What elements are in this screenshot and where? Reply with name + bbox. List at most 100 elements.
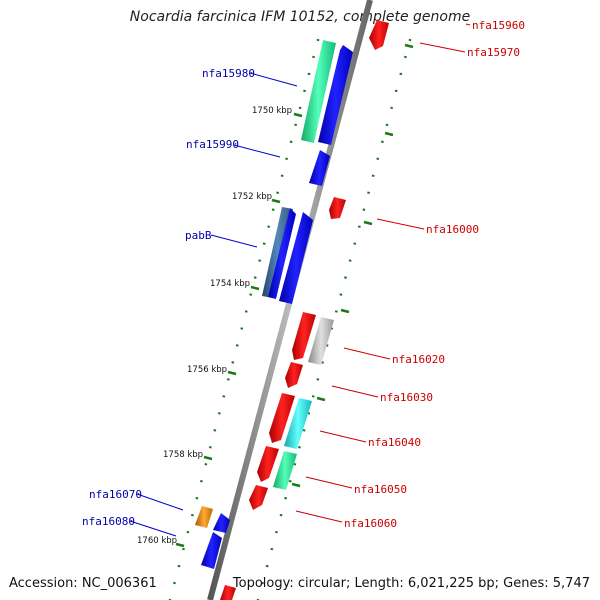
minor-tick [294, 123, 298, 127]
kbp-tick-label: 1750 kbp [252, 106, 292, 116]
minor-tick [190, 513, 194, 517]
kbp-tick [293, 112, 303, 118]
minor-tick [357, 225, 361, 228]
kbp-tick [271, 198, 281, 204]
minor-tick [348, 259, 352, 262]
minor-tick [231, 361, 235, 364]
minor-tick [186, 530, 190, 534]
minor-tick [334, 310, 338, 313]
minor-tick [267, 225, 271, 228]
gene-label-nfa16080[interactable]: nfa16080 [82, 515, 135, 528]
map-title: Nocardia farcinica IFM 10152, complete g… [129, 9, 471, 25]
minor-tick [274, 530, 278, 534]
minor-tick [362, 208, 366, 211]
gene-pabB[interactable] [268, 208, 296, 299]
minor-tick [344, 276, 347, 279]
reverse-gene-labels: nfa15960 nfa15970 nfa16000 nfa16020 nfa1… [344, 19, 525, 530]
minor-tick [280, 174, 284, 178]
kbp-tick [227, 370, 237, 376]
gene-label-nfa16020[interactable]: nfa16020 [392, 353, 445, 366]
genome-summary-text: Topology: circular; Length: 6,021,225 bp… [232, 576, 590, 591]
minor-tick [390, 106, 394, 110]
minor-tick [380, 140, 384, 144]
gene-partial-bottom[interactable] [220, 585, 236, 600]
kbp-tick-label: 1752 kbp [232, 192, 272, 202]
gene-label-nfa15970[interactable]: nfa15970 [467, 46, 520, 59]
outer-major-ticks [291, 43, 414, 488]
gene-nfa16020-a[interactable] [292, 312, 316, 360]
minor-tick [235, 344, 239, 347]
minor-tick [298, 106, 302, 110]
gene-nfa15980[interactable] [318, 45, 353, 145]
kbp-tick [250, 285, 260, 291]
minor-tick [222, 395, 226, 398]
gene-label-nfa16040[interactable]: nfa16040 [368, 436, 421, 449]
minor-tick [312, 55, 315, 59]
gene-nfa16050[interactable] [273, 451, 297, 490]
tick-track-forward [168, 38, 320, 600]
gene-label-nfa15960[interactable]: nfa15960 [472, 19, 525, 32]
gene-nfa16060[interactable] [249, 485, 268, 510]
minor-tick [298, 446, 301, 449]
kbp-tick [175, 542, 185, 548]
gene-nfa15960[interactable] [369, 20, 389, 50]
minor-tick [199, 479, 203, 483]
gene-nfa16070-orange[interactable] [195, 506, 213, 528]
minor-tick [173, 581, 176, 585]
kbp-tick-label: 1756 kbp [187, 365, 227, 375]
gene-label-nfa15980[interactable]: nfa15980 [202, 67, 255, 80]
minor-tick [226, 378, 230, 381]
minor-tick [316, 378, 320, 381]
minor-tick [249, 293, 253, 296]
kbp-tick-label: 1760 kbp [137, 536, 177, 546]
gene-nfa16000[interactable] [329, 197, 346, 219]
minor-tick [311, 395, 315, 398]
gene-nfa16040-a[interactable] [269, 393, 295, 443]
minor-tick [271, 208, 275, 211]
gene-nfa15990[interactable] [309, 150, 330, 186]
minor-tick [371, 174, 375, 178]
minor-tick [262, 242, 266, 245]
gene-label-nfa15990[interactable]: nfa15990 [186, 138, 239, 151]
minor-tick [284, 496, 288, 500]
forward-genes [195, 40, 353, 569]
gene-label-nfa16050[interactable]: nfa16050 [354, 483, 407, 496]
tick-track-reverse [256, 38, 412, 600]
gene-label-nfa16070[interactable]: nfa16070 [89, 488, 142, 501]
gene-nfa16080[interactable] [201, 532, 222, 569]
gene-pabB-2[interactable] [279, 212, 313, 304]
minor-tick [276, 191, 280, 194]
minor-tick [307, 72, 311, 76]
minor-tick [204, 462, 208, 466]
minor-tick [213, 429, 217, 432]
gene-nfa15980-green[interactable] [301, 40, 336, 143]
minor-tick [270, 547, 274, 551]
minor-tick [376, 157, 380, 161]
minor-tick [265, 564, 269, 568]
minor-tick [285, 157, 289, 161]
minor-tick [408, 38, 412, 42]
gene-nfa16020[interactable] [308, 317, 334, 365]
gene-nfa16030[interactable] [285, 362, 303, 388]
reverse-genes [220, 20, 389, 600]
gene-label-nfa16030[interactable]: nfa16030 [380, 391, 433, 404]
gene-nfa16050-a[interactable] [257, 446, 279, 482]
kbp-scale: 1750 kbp 1752 kbp 1754 kbp 1756 kbp 1758… [137, 106, 303, 548]
minor-tick [399, 72, 403, 76]
minor-tick [316, 38, 320, 42]
kbp-tick-label: 1758 kbp [163, 450, 203, 460]
minor-tick [339, 293, 343, 296]
minor-tick [289, 140, 293, 144]
minor-tick [240, 327, 244, 330]
minor-tick [244, 310, 248, 313]
gene-nfa16070[interactable] [213, 513, 230, 533]
minor-tick [208, 446, 212, 449]
minor-tick [195, 496, 199, 500]
minor-tick [403, 55, 407, 59]
gene-label-nfa16000[interactable]: nfa16000 [426, 223, 479, 236]
gene-label-nfa16060[interactable]: nfa16060 [344, 517, 397, 530]
minor-tick [353, 242, 357, 245]
gene-nfa16040[interactable] [284, 398, 312, 449]
gene-label-pabB[interactable]: pabB [185, 229, 212, 242]
